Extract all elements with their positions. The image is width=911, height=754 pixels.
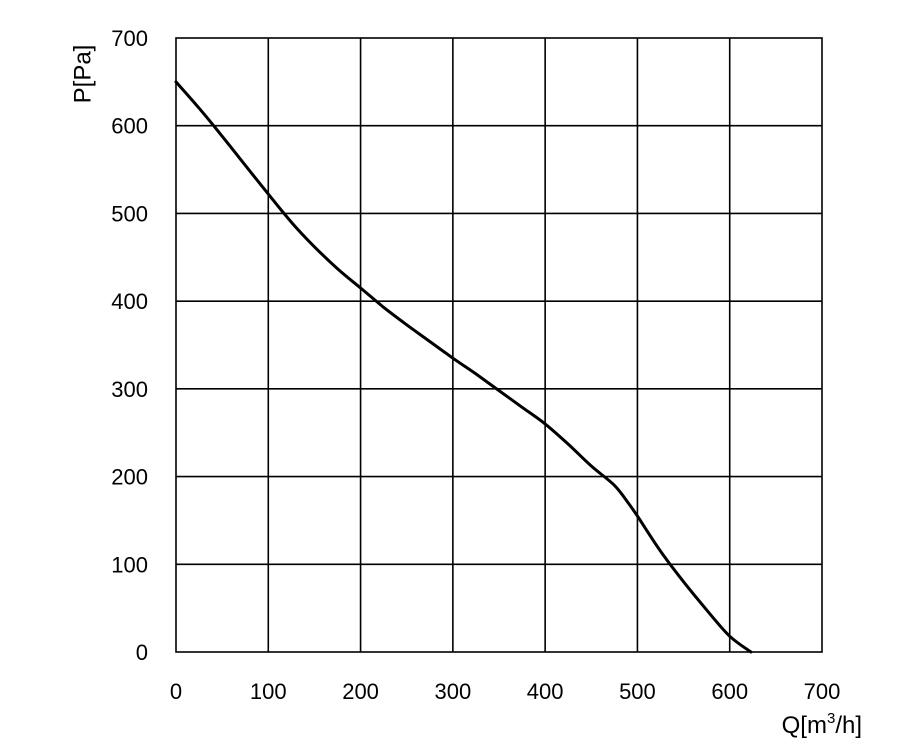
y-tick-label: 200: [111, 465, 148, 490]
x-tick-label: 200: [342, 679, 379, 704]
y-tick-label: 700: [111, 26, 148, 51]
y-tick-label: 500: [111, 201, 148, 226]
plot-frame: [175, 37, 823, 653]
y-tick-label: 100: [111, 552, 148, 577]
y-tick-label: 600: [111, 114, 148, 139]
x-axis-label-tail: /h]: [835, 712, 862, 739]
grid-lines: [176, 38, 822, 652]
x-tick-label: 300: [434, 679, 471, 704]
x-axis-label-main: Q[m: [782, 712, 827, 739]
x-tick-label: 400: [527, 679, 564, 704]
x-tick-label: 0: [170, 679, 182, 704]
y-tick-labels: 0 100 200 300 400 500 600 700: [111, 26, 148, 665]
y-tick-label: 400: [111, 289, 148, 314]
y-tick-label: 300: [111, 377, 148, 402]
pressure-curve: [174, 80, 753, 654]
x-tick-label: 100: [250, 679, 287, 704]
y-tick-label: 0: [136, 640, 148, 665]
x-tick-label: 700: [804, 679, 841, 704]
x-tick-label: 600: [711, 679, 748, 704]
x-axis-label-superscript: 3: [827, 710, 835, 727]
x-axis-label: Q[m3/h]: [782, 710, 862, 739]
x-tick-label: 500: [619, 679, 656, 704]
y-axis-label: P[Pa]: [69, 45, 96, 104]
x-tick-labels: 0 100 200 300 400 500 600 700: [170, 679, 840, 704]
